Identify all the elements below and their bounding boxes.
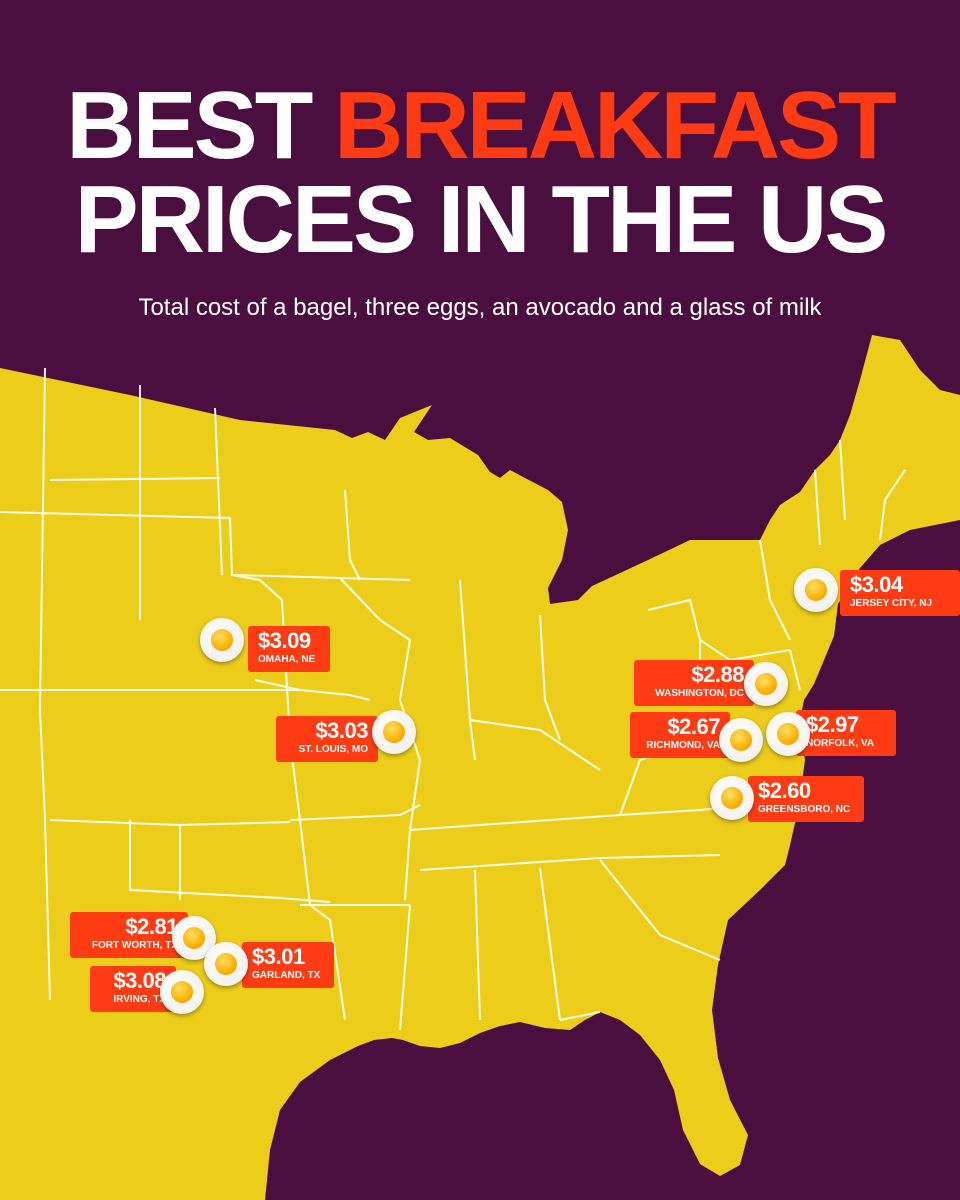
price-label: $2.67 RICHMOND, VA [630,712,730,758]
price-value: $2.97 [806,712,859,737]
fried-egg-icon [744,662,788,706]
city-name: OMAHA, NE [258,654,316,665]
city-name: JERSEY CITY, NJ [850,598,933,609]
price-label: $2.88 WASHINGTON, DC [634,660,754,706]
us-land [0,335,960,1200]
city-name: FORT WORTH, TX [91,940,178,951]
city-name: WASHINGTON, DC [655,688,744,699]
price-value: $3.03 [315,718,368,743]
fried-egg-icon [710,776,754,820]
fried-egg-icon [200,618,244,662]
price-label: $2.60 GREENSBORO, NC [748,776,864,822]
state-borders [0,367,906,1031]
city-name: NORFOLK, VA [806,738,875,749]
price-value: $2.60 [758,778,811,803]
fried-egg-icon [372,710,416,754]
fried-egg-icon [719,718,763,762]
title-line-2: PRICES IN THE US [74,166,889,273]
price-label: $3.03 ST. LOUIS, MO [276,716,378,762]
price-value: $3.04 [850,572,903,597]
price-label: $2.81 FORT WORTH, TX [70,912,188,958]
city-name: GARLAND, TX [252,970,321,981]
price-value: $3.01 [252,944,305,969]
city-name: RICHMOND, VA [646,740,720,751]
price-label: $3.09 OMAHA, NE [248,626,330,672]
fried-egg-icon [766,712,810,756]
title-best: BEST [66,72,313,179]
subtitle: Total cost of a bagel, three eggs, an av… [138,294,822,321]
fried-egg-icon [204,942,248,986]
price-value: $2.88 [691,662,744,687]
title-line-1: BEST BREAKFAST [0,78,960,174]
city-name: ST. LOUIS, MO [298,744,368,755]
price-value: $2.67 [667,714,720,739]
fried-egg-icon [794,568,838,612]
price-label: $3.04 JERSEY CITY, NJ [840,570,960,616]
price-value: $3.08 [113,968,166,993]
title-breakfast: BREAKFAST [334,72,897,179]
price-value: $2.81 [125,914,178,939]
price-value: $3.09 [258,628,311,653]
city-name: GREENSBORO, NC [758,804,851,815]
city-name: IRVING, TX [113,994,166,1005]
price-label: $3.01 GARLAND, TX [242,942,334,988]
fried-egg-icon [160,970,204,1014]
price-label: $2.97 NORFOLK, VA [796,710,896,756]
